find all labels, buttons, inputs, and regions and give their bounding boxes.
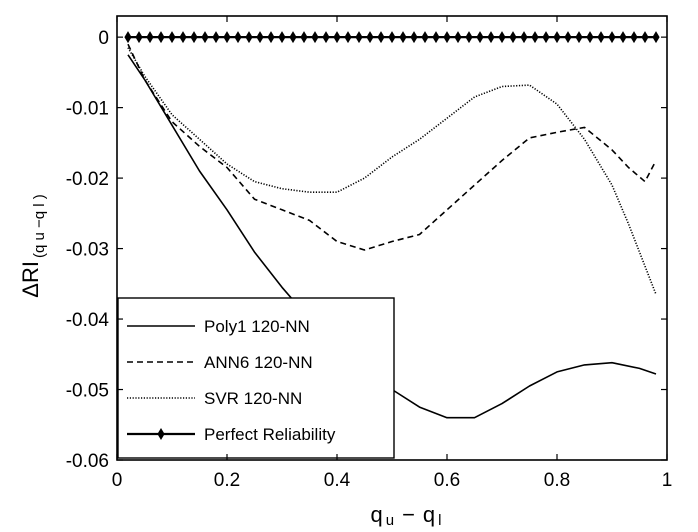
diamond-marker: [366, 31, 374, 44]
series-layer: [124, 31, 660, 419]
legend-diamond-marker: [157, 428, 165, 440]
diamond-marker: [256, 31, 264, 44]
y-tick-label: -0.03: [66, 240, 109, 261]
diamond-marker: [124, 31, 132, 44]
legend-label-2: ANN6 120-NN: [204, 353, 313, 372]
legend-label-3: SVR 120-NN: [204, 389, 302, 408]
diamond-marker: [355, 31, 363, 44]
y-tick-label: -0.01: [66, 99, 109, 120]
diamond-marker: [652, 31, 660, 44]
x-tick-label: 0.6: [434, 470, 460, 491]
diamond-marker: [201, 31, 209, 44]
x-tick-label: 0: [112, 470, 123, 491]
diamond-marker: [630, 31, 638, 44]
diamond-marker: [388, 31, 396, 44]
diamond-marker: [300, 31, 308, 44]
diamond-marker: [377, 31, 385, 44]
diamond-marker: [476, 31, 484, 44]
tick-layer: 0 0.2 0.4 0.6 0.8 1 0 -0.01 -0.02 -0.03 -0.04 -0.05…: [66, 16, 673, 491]
diamond-marker: [619, 31, 627, 44]
x-tick-label: 0.2: [214, 470, 240, 491]
y-axis-label: ΔRI(q u −q l ): [18, 194, 48, 297]
diamond-marker: [168, 31, 176, 44]
x-tick-label: 0.4: [324, 470, 351, 491]
legend: Poly1 120-NN ANN6 120-NN SVR 120-NN Perfect…: [117, 297, 395, 459]
diamond-marker: [311, 31, 319, 44]
diamond-marker: [399, 31, 407, 44]
diamond-marker: [509, 31, 517, 44]
diamond-marker: [344, 31, 352, 44]
diamond-marker: [289, 31, 297, 44]
diamond-marker: [432, 31, 440, 44]
series-line-3: [127, 47, 657, 295]
diamond-marker: [278, 31, 286, 44]
diamond-marker: [542, 31, 550, 44]
legend-label-1: Poly1 120-NN: [204, 317, 310, 336]
diamond-marker: [421, 31, 429, 44]
diamond-marker: [597, 31, 605, 44]
diamond-marker: [135, 31, 143, 44]
diamond-marker: [586, 31, 594, 44]
legend-box: [117, 297, 395, 459]
legend-label-4: Perfect Reliability: [204, 425, 336, 444]
diamond-marker: [520, 31, 528, 44]
diamond-marker: [245, 31, 253, 44]
diamond-marker: [641, 31, 649, 44]
diamond-marker: [234, 31, 242, 44]
diamond-marker: [608, 31, 616, 44]
y-tick-label: -0.02: [66, 169, 109, 190]
diamond-marker: [267, 31, 275, 44]
y-tick-label: -0.05: [66, 381, 109, 402]
plot-frame: [116, 15, 668, 461]
diamond-marker: [333, 31, 341, 44]
diamond-marker: [190, 31, 198, 44]
y-tick-label: 0: [98, 28, 109, 49]
diamond-marker: [487, 31, 495, 44]
diamond-marker: [575, 31, 583, 44]
y-tick-label: -0.04: [66, 310, 110, 331]
x-tick-label: 0.8: [544, 470, 570, 491]
diamond-marker: [410, 31, 418, 44]
y-tick-label: -0.06: [66, 451, 109, 472]
diamond-marker: [223, 31, 231, 44]
diamond-marker: [454, 31, 462, 44]
diamond-marker: [443, 31, 451, 44]
series-line-2: [127, 43, 657, 251]
diamond-marker: [212, 31, 220, 44]
diamond-marker: [146, 31, 154, 44]
diamond-marker: [498, 31, 506, 44]
diamond-marker: [553, 31, 561, 44]
x-tick-label: 1: [662, 470, 673, 491]
diamond-marker: [465, 31, 473, 44]
diamond-marker: [157, 31, 165, 44]
diamond-marker: [531, 31, 539, 44]
x-axis-label: q u − q l: [370, 502, 441, 529]
diamond-marker: [322, 31, 330, 44]
diamond-marker: [564, 31, 572, 44]
diamond-marker: [179, 31, 187, 44]
